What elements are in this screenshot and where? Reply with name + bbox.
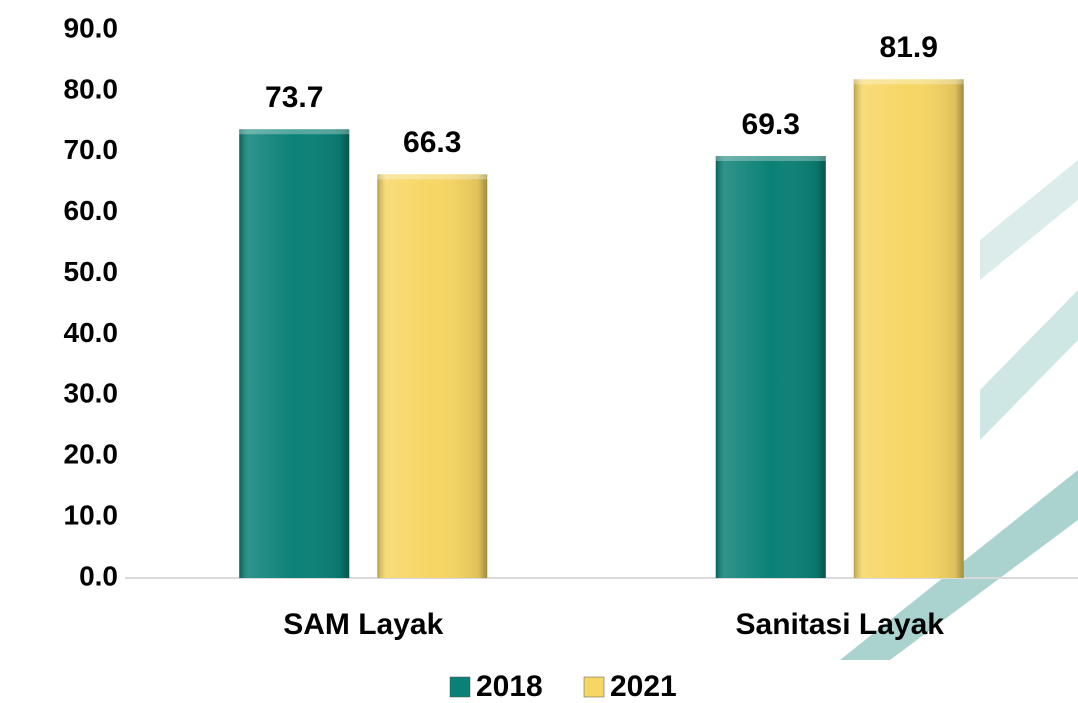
legend-swatch [583, 676, 605, 698]
y-tick-label: 50.0 [64, 256, 119, 287]
y-tick-label: 60.0 [64, 195, 119, 226]
bar [853, 79, 964, 578]
legend-label: 2018 [476, 670, 543, 703]
y-tick-label: 10.0 [64, 500, 119, 531]
y-tick-label: 40.0 [64, 317, 119, 348]
x-tick-label: SAM Layak [283, 608, 443, 641]
bar-bevel [377, 174, 488, 578]
bar-bevel [853, 79, 964, 578]
y-tick-label: 70.0 [64, 134, 119, 165]
y-tick-label: 0.0 [79, 560, 118, 591]
legend-label: 2021 [610, 670, 677, 703]
data-label: 81.9 [880, 31, 938, 64]
y-tick-label: 30.0 [64, 378, 119, 409]
y-tick-label: 80.0 [64, 73, 119, 104]
y-tick-label: 20.0 [64, 439, 119, 470]
bar-bevel [239, 129, 350, 578]
bar-top [239, 129, 350, 135]
x-tick-label: Sanitasi Layak [736, 608, 945, 641]
bar [239, 129, 350, 578]
legend-swatch [449, 676, 471, 698]
bar-top [377, 174, 488, 180]
bar [715, 156, 826, 579]
bar [377, 174, 488, 578]
bar-top [853, 79, 964, 85]
bar-top [715, 156, 826, 162]
data-label: 69.3 [742, 108, 800, 141]
data-label: 66.3 [403, 126, 461, 159]
y-tick-label: 90.0 [64, 12, 119, 43]
data-label: 73.7 [265, 81, 323, 114]
bar-bevel [715, 156, 826, 579]
